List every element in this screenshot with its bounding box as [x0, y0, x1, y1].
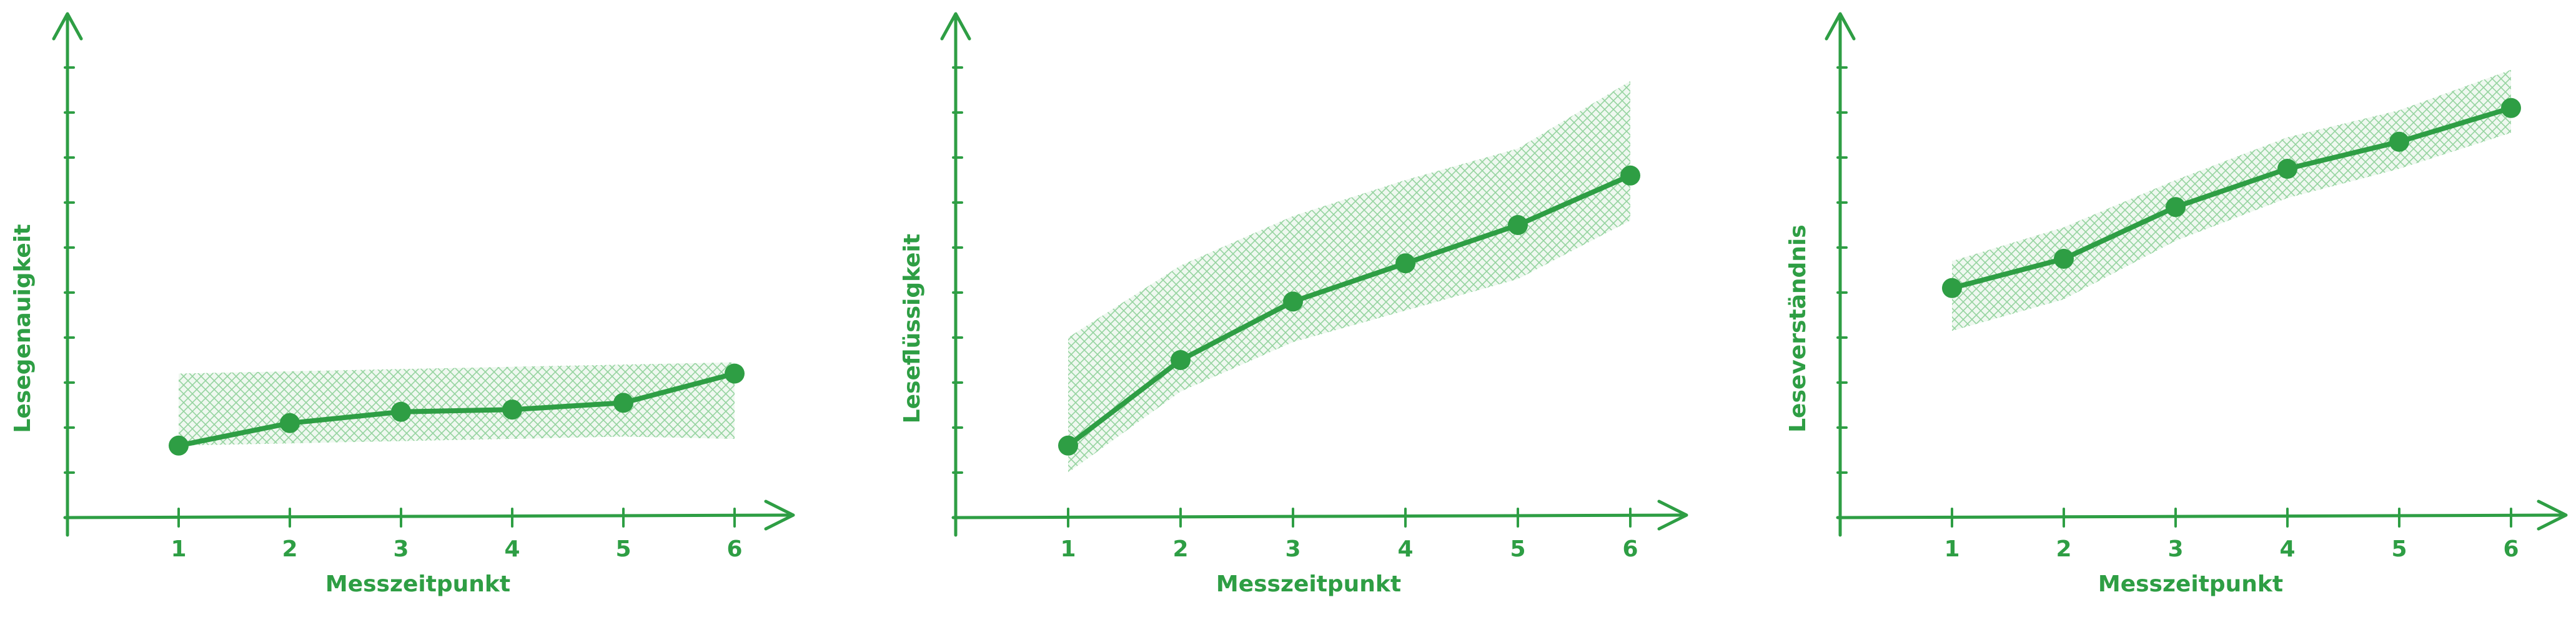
x-axis-line: [63, 513, 793, 519]
y-axis-label: Leseflüssigkeit: [899, 234, 925, 423]
x-tick-label: 1: [171, 536, 186, 562]
chart-panel-1: 1 2 3 4 5 6 Messzeitpunkt Lesegenauigkeit: [10, 12, 795, 597]
x-tick-label: 6: [726, 536, 742, 562]
data-point: [613, 393, 633, 413]
x-tick-label: 4: [1397, 536, 1413, 562]
x-axis-label: Messzeitpunkt: [2098, 571, 2283, 597]
x-tick-label: 3: [393, 536, 409, 562]
x-tick-label: 5: [2391, 536, 2407, 562]
x-tick-label: 3: [2167, 536, 2183, 562]
confidence-band: [1952, 69, 2511, 331]
x-tick-label: 3: [1285, 536, 1300, 562]
y-axis-arrowhead: [52, 12, 83, 41]
data-point: [2054, 249, 2074, 269]
data-point: [391, 401, 411, 422]
x-tick-label: 1: [1944, 536, 1959, 562]
y-axis-label: Leseverständnis: [1785, 224, 1811, 433]
x-axis-arrowhead: [2537, 499, 2568, 531]
data-point: [280, 413, 300, 433]
data-point: [1620, 165, 1640, 186]
y-axis-arrowhead: [940, 12, 971, 41]
x-axis-line: [1836, 513, 2565, 519]
x-axis-arrowhead: [1657, 499, 1688, 531]
x-tick-label: 5: [615, 536, 631, 562]
x-tick-label: 2: [2056, 536, 2071, 562]
data-point: [1508, 215, 1528, 235]
y-axis-label: Lesegenauigkeit: [10, 224, 36, 433]
data-point: [1058, 435, 1078, 456]
data-point: [1395, 253, 1415, 274]
x-tick-label: 5: [1510, 536, 1525, 562]
x-tick-label: 2: [1172, 536, 1188, 562]
chart-panel-3: 1 2 3 4 5 6 Messzeitpunkt Leseverständnis: [1785, 12, 2568, 597]
x-axis-label: Messzeitpunkt: [325, 571, 510, 597]
confidence-band: [179, 362, 735, 446]
x-tick-label: 1: [1060, 536, 1076, 562]
chart-panel-2: 1 2 3 4 5 6 Messzeitpunkt Leseflüssigkeit: [899, 12, 1688, 597]
series-line: [176, 371, 737, 448]
x-tick-label: 4: [2279, 536, 2295, 562]
data-point: [2166, 197, 2186, 218]
x-tick-label: 4: [504, 536, 520, 562]
x-axis-line: [951, 513, 1686, 519]
x-tick-label: 2: [282, 536, 297, 562]
x-axis-label: Messzeitpunkt: [1216, 571, 1401, 597]
confidence-band: [1068, 81, 1630, 473]
y-axis-arrowhead: [1825, 12, 1856, 41]
x-tick-label: 6: [1622, 536, 1638, 562]
x-tick-label: 6: [2503, 536, 2519, 562]
data-point: [2501, 98, 2521, 118]
data-point: [1942, 278, 1962, 298]
series-line: [1949, 105, 2514, 291]
x-axis-arrowhead: [764, 499, 795, 531]
series-line: [1066, 173, 1633, 448]
data-point: [169, 435, 189, 456]
data-point: [1283, 291, 1303, 312]
data-point: [2389, 131, 2409, 152]
data-point: [2277, 159, 2297, 179]
data-point: [1171, 350, 1191, 370]
data-point: [502, 399, 522, 420]
data-point: [725, 363, 745, 384]
